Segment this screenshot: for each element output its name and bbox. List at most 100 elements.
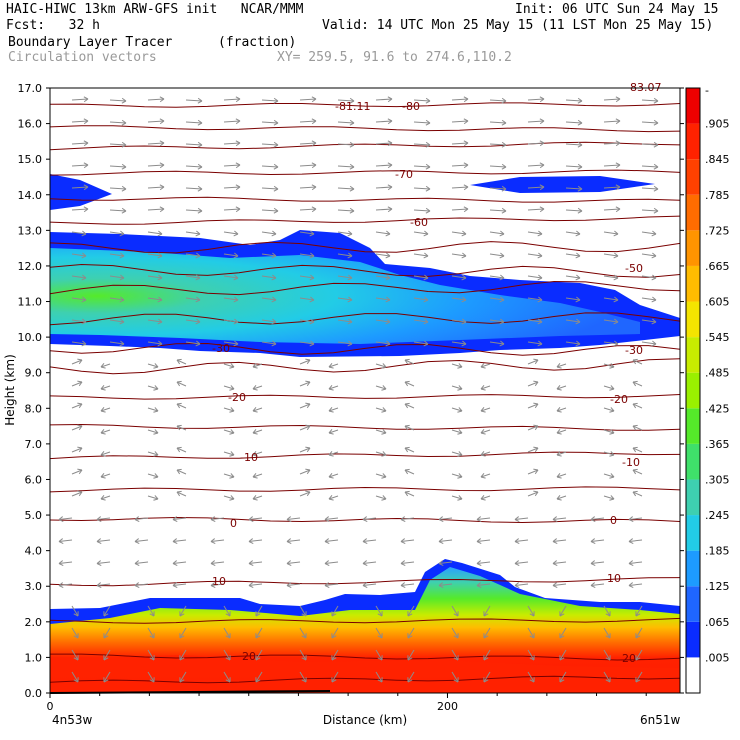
temperature-contour — [50, 141, 680, 151]
vector-arrow — [438, 516, 453, 522]
vector-arrow — [565, 97, 583, 104]
colorbar-swatch — [686, 408, 700, 444]
colorbar-swatch — [686, 443, 700, 480]
vector-arrow — [299, 605, 307, 617]
vector-arrow — [134, 516, 149, 522]
vector-arrow — [635, 649, 643, 661]
vector-arrow — [603, 363, 615, 369]
vector-arrow — [223, 385, 235, 391]
vector-arrow — [375, 429, 387, 435]
colorbar-swatch — [686, 301, 700, 338]
vector-arrow — [451, 252, 467, 259]
vector-arrow — [58, 582, 73, 588]
vector-arrow — [375, 451, 387, 457]
vector-arrow — [248, 582, 263, 588]
colorbar-swatch — [686, 194, 700, 231]
colorbar-label: .845 — [705, 153, 730, 166]
vector-arrow — [337, 252, 353, 259]
colorbar-label: .185 — [705, 545, 730, 558]
vector-arrow — [176, 468, 187, 475]
temperature-contour — [50, 675, 680, 684]
vector-arrow — [603, 140, 621, 147]
vector-arrow — [147, 649, 155, 661]
vector-arrow — [261, 252, 277, 259]
vector-arrow — [147, 96, 165, 103]
vector-arrow — [527, 296, 543, 303]
vector-arrow — [641, 318, 657, 325]
vector-arrow — [252, 473, 263, 479]
vector-arrow — [147, 385, 159, 391]
vector-arrow — [628, 538, 643, 544]
vector-arrow — [299, 118, 317, 125]
vector-arrow — [489, 274, 505, 281]
vector-arrow — [261, 141, 279, 148]
vector-arrow — [185, 296, 201, 303]
vector-arrow — [299, 358, 311, 365]
colorbar-label: .365 — [705, 438, 730, 451]
vector-arrow — [71, 446, 83, 453]
vector-arrow — [134, 560, 149, 566]
vector-arrow — [71, 206, 89, 213]
vector-arrow — [185, 141, 203, 148]
colorbar-label: .485 — [705, 367, 730, 380]
y-tick-label: 12.0 — [18, 260, 43, 273]
vector-arrow — [337, 340, 353, 347]
vector-arrow — [362, 560, 377, 566]
vector-arrow — [404, 468, 415, 475]
vector-arrow — [299, 490, 311, 497]
vector-arrow — [71, 274, 87, 281]
vector-arrow — [451, 495, 463, 501]
vector-arrow — [603, 230, 619, 237]
vector-arrow — [375, 206, 393, 213]
vector-arrow — [375, 363, 387, 369]
colorbar-top-mark: - — [705, 84, 709, 97]
vector-arrow — [299, 468, 311, 475]
vector-arrow — [185, 119, 203, 126]
vector-arrow — [147, 429, 159, 435]
vector-arrow — [451, 162, 469, 169]
vector-arrow — [255, 671, 263, 683]
vector-arrow — [451, 671, 459, 683]
vector-arrow — [413, 318, 429, 325]
vector-arrow — [179, 671, 187, 683]
vector-arrow — [603, 340, 619, 347]
vector-arrow — [603, 627, 611, 639]
vector-arrow — [331, 627, 339, 639]
vector-arrow — [328, 495, 339, 501]
vector-arrow — [147, 671, 155, 683]
vector-arrow — [489, 318, 505, 325]
vector-arrow — [603, 605, 611, 617]
vector-arrow — [438, 582, 453, 588]
colorbar-label: .305 — [705, 473, 730, 486]
vector-arrow — [375, 296, 391, 303]
vector-arrow — [375, 184, 393, 191]
vector-arrow — [527, 118, 545, 125]
vector-arrow — [476, 516, 491, 522]
vector-arrow — [483, 627, 491, 639]
temperature-contour — [50, 577, 680, 587]
vector-arrow — [252, 451, 263, 457]
contour-label-minus20-right: -20 — [610, 393, 628, 406]
vector-arrow — [255, 627, 263, 639]
vector-arrow — [413, 296, 429, 303]
vector-arrow — [527, 274, 543, 281]
vector-arrow — [299, 340, 315, 347]
vector-arrow — [252, 407, 263, 413]
vector-arrow — [527, 627, 535, 639]
vector-arrow — [109, 97, 127, 104]
vector-arrow — [147, 140, 165, 147]
vector-arrow — [261, 163, 279, 170]
vector-arrow — [641, 185, 659, 192]
vector-arrow — [299, 649, 307, 661]
vector-arrow — [407, 671, 415, 683]
vector-arrow — [413, 252, 429, 259]
contour-label-minus50: -50 — [625, 262, 643, 275]
vector-arrow — [565, 318, 581, 325]
vector-arrow — [556, 451, 567, 457]
vector-arrow — [628, 582, 643, 588]
vector-arrow — [480, 495, 491, 501]
vector-arrow — [147, 230, 163, 237]
vector-arrow — [527, 424, 539, 431]
vector-arrow — [552, 538, 567, 544]
colorbar-label: .005 — [705, 651, 730, 664]
